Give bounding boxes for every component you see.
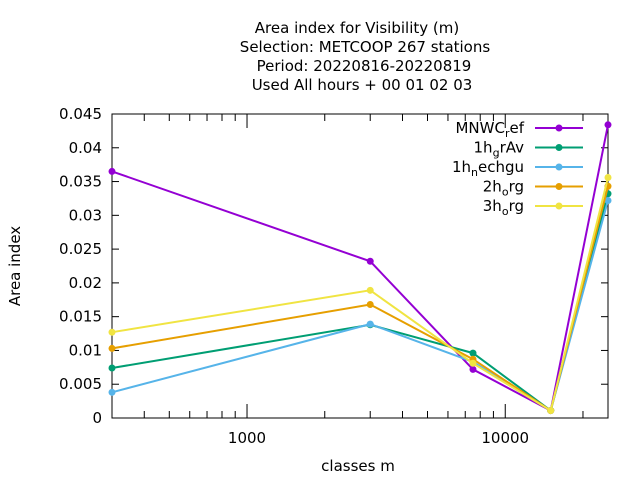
series-1 <box>108 190 612 415</box>
y-tick-label: 0.01 <box>69 341 102 359</box>
data-point <box>469 365 477 373</box>
title-line-2: Selection: METCOOP 267 stations <box>240 38 491 56</box>
data-point <box>366 301 374 309</box>
series-line <box>111 124 609 413</box>
legend-label: 1hnechgu <box>452 158 524 179</box>
legend-marker <box>555 124 563 132</box>
data-point <box>604 121 612 129</box>
y-axis-label: Area index <box>6 226 24 306</box>
plot-area-border <box>111 113 609 419</box>
y-tick-label: 0.02 <box>69 274 102 292</box>
series-4 <box>108 174 612 415</box>
title-line-4: Used All hours + 00 01 02 03 <box>252 76 473 94</box>
legend-label: 2horg <box>483 178 524 199</box>
y-tick-label: 0.005 <box>59 375 102 393</box>
series-line <box>111 177 609 413</box>
data-point <box>108 328 116 336</box>
data-point <box>469 349 477 357</box>
title-line-3: Period: 20220816-20220819 <box>257 57 472 75</box>
x-axis: 1000 10000 <box>111 114 584 447</box>
y-tick-label: 0 <box>92 409 102 427</box>
legend-marker <box>555 163 563 171</box>
y-tick-label: 0.025 <box>59 240 102 258</box>
y-tick-label: 0.04 <box>69 139 102 157</box>
x-tick-label: 10000 <box>481 429 529 447</box>
legend-marker <box>555 183 563 190</box>
data-point <box>108 167 116 175</box>
legend-marker <box>555 202 563 210</box>
series-3 <box>108 182 612 415</box>
legend-label: 3horg <box>483 197 524 218</box>
data-point <box>366 320 374 328</box>
data-point <box>366 257 374 265</box>
series-0 <box>108 121 612 415</box>
data-point <box>108 364 116 372</box>
data-point <box>469 359 477 367</box>
legend-marker <box>555 144 563 151</box>
legend-label: MNWCref <box>455 119 524 140</box>
y-tick-label: 0.045 <box>59 105 102 123</box>
data-point <box>604 174 612 182</box>
data-point <box>108 344 116 352</box>
x-axis-label: classes m <box>321 457 395 475</box>
data-point <box>547 407 555 415</box>
data-point <box>108 388 116 396</box>
series-line <box>111 193 609 413</box>
legend-label: 1hgrAv <box>474 139 525 160</box>
series-group <box>108 121 612 415</box>
y-tick-label: 0.03 <box>69 206 102 224</box>
data-point <box>366 286 374 294</box>
y-axis: 0 0.005 0.01 0.015 0.02 0.025 0.03 0.035 0.04 0.0… <box>59 105 608 427</box>
chart-title: Area index for Visibility (m) Selection:… <box>240 19 491 94</box>
y-tick-label: 0.015 <box>59 308 102 326</box>
data-point <box>604 196 612 204</box>
y-tick-label: 0.035 <box>59 173 102 191</box>
x-tick-label: 1000 <box>228 429 266 447</box>
series-line <box>111 186 609 413</box>
title-line-1: Area index for Visibility (m) <box>255 19 459 37</box>
